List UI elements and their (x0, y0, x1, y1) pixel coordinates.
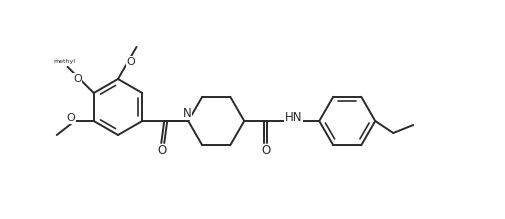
Text: O: O (126, 57, 135, 67)
Text: N: N (183, 106, 191, 120)
Text: O: O (66, 113, 75, 123)
Text: methyl: methyl (54, 59, 76, 64)
Text: HN: HN (284, 111, 302, 124)
Text: O: O (158, 145, 167, 157)
Text: O: O (262, 145, 271, 157)
Text: O: O (73, 74, 82, 84)
